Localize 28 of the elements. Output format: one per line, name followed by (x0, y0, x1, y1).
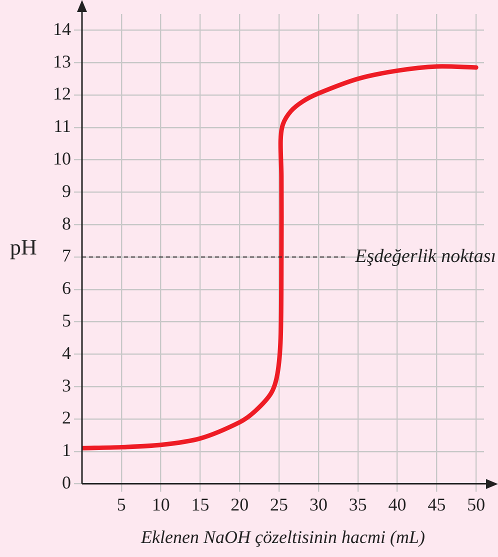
y-tick-label: 9 (62, 180, 71, 201)
y-tick-label: 11 (54, 116, 71, 136)
ref-line-label: Eşdeğerlik noktası (354, 246, 496, 267)
y-tick-label: 12 (53, 84, 71, 104)
x-tick-label: 25 (270, 494, 288, 514)
y-tick-label: 3 (62, 375, 71, 396)
y-tick-label: 5 (62, 310, 71, 331)
y-tick-label: 7 (62, 246, 71, 266)
x-tick-label: 15 (191, 494, 210, 514)
y-tick-label: 14 (53, 18, 71, 39)
y-tick-label: 2 (62, 408, 71, 428)
x-tick-label: 40 (388, 494, 406, 514)
y-tick-label: 0 (62, 472, 71, 493)
y-tick-label: 6 (62, 278, 71, 298)
x-tick-label: 10 (152, 494, 170, 514)
y-tick-label: 1 (62, 440, 71, 460)
x-tick-label: 50 (467, 494, 486, 514)
x-tick-label: 20 (230, 494, 249, 514)
y-tick-label: 8 (62, 213, 71, 234)
x-tick-label: 30 (309, 494, 328, 514)
y-tick-label: 13 (53, 51, 71, 72)
y-tick-label: 10 (53, 148, 71, 169)
x-axis-title: Eklenen NaOH çözeltisinin hacmi (mL) (140, 526, 425, 547)
x-tick-label: 35 (348, 494, 367, 514)
y-tick-label: 4 (62, 342, 71, 363)
x-tick-label: 5 (116, 494, 126, 514)
x-tick-label: 45 (428, 494, 446, 514)
y-axis-title: pH (10, 234, 37, 260)
